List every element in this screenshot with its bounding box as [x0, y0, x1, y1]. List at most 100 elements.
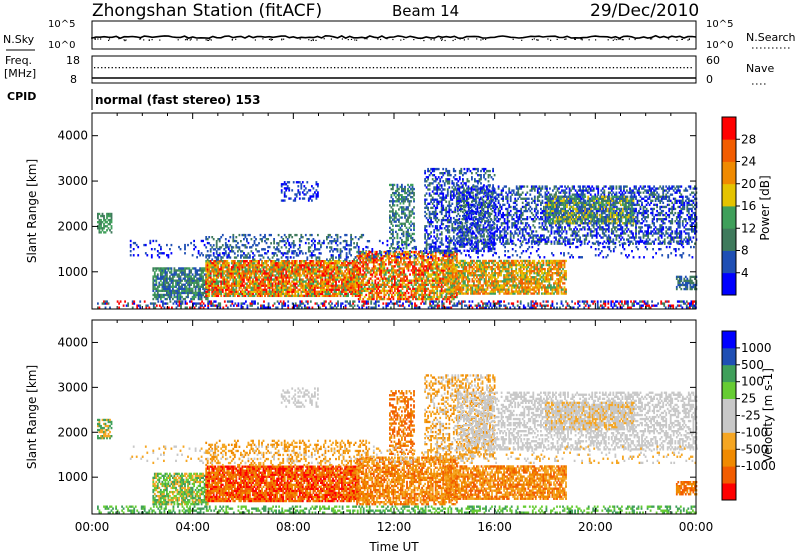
- heatmap-cell: [437, 275, 440, 278]
- heatmap-cell: [306, 256, 309, 259]
- heatmap-cell: [227, 262, 230, 265]
- heatmap-cell: [339, 252, 342, 255]
- heatmap-cell: [405, 236, 408, 240]
- heatmap-cell: [345, 264, 348, 267]
- heatmap-cell: [339, 248, 342, 251]
- heatmap-cell: [238, 264, 241, 267]
- heatmap-cell: [574, 302, 577, 305]
- heatmap-cell: [533, 304, 536, 307]
- heatmap-cell: [406, 300, 409, 303]
- heatmap-cell: [400, 295, 402, 299]
- heatmap-cell: [309, 282, 312, 285]
- heatmap-cell: [295, 276, 298, 279]
- heatmap-cell: [243, 264, 245, 267]
- heatmap-cell: [237, 260, 239, 263]
- heatmap-cell: [181, 267, 183, 270]
- heatmap-cell: [341, 284, 343, 287]
- cpid-label: CPID: [7, 90, 36, 103]
- heatmap-cell: [246, 304, 249, 307]
- nave-point: [517, 67, 519, 69]
- heatmap-cell: [351, 262, 354, 265]
- heatmap-cell: [365, 287, 368, 291]
- heatmap-cell: [422, 289, 425, 293]
- heatmap-cell: [246, 238, 248, 241]
- nave-point: [217, 67, 219, 69]
- heatmap-cell: [194, 295, 197, 299]
- heatmap-cell: [415, 277, 417, 280]
- heatmap-cell: [153, 293, 156, 297]
- heatmap-cell: [398, 289, 401, 293]
- heatmap-cell: [291, 260, 294, 263]
- heatmap-cell: [428, 174, 431, 177]
- heatmap-cell: [261, 240, 263, 243]
- heatmap-cell: [202, 291, 205, 295]
- heatmap-cell: [628, 306, 631, 309]
- nave-point: [686, 67, 689, 69]
- heatmap-cell: [289, 290, 292, 293]
- heatmap-cell: [427, 271, 430, 274]
- heatmap-cell: [223, 264, 226, 267]
- heatmap-cell: [175, 279, 177, 282]
- heatmap-cell: [399, 300, 401, 303]
- heatmap-cell: [229, 274, 232, 277]
- heatmap-cell: [277, 260, 280, 263]
- heatmap-cell: [202, 269, 205, 272]
- heatmap-cell: [345, 288, 348, 291]
- heatmap-cell: [279, 274, 282, 277]
- heatmap-cell: [279, 276, 282, 279]
- heatmap-cell: [182, 287, 185, 291]
- heatmap-cell: [445, 255, 448, 258]
- heatmap-cell: [206, 286, 209, 289]
- heatmap-cell: [430, 285, 433, 288]
- heatmap-cell: [202, 287, 205, 291]
- heatmap-cell: [320, 288, 322, 291]
- heatmap-cell: [295, 264, 298, 267]
- heatmap-cell: [116, 300, 119, 303]
- heatmap-cell: [391, 265, 393, 268]
- heatmap-cell: [314, 302, 317, 305]
- heatmap-cell: [252, 258, 254, 261]
- heatmap-cell: [381, 265, 384, 268]
- heatmap-cell: [184, 279, 186, 282]
- heatmap-cell: [360, 285, 363, 288]
- heatmap-cell: [300, 290, 303, 293]
- heatmap-cell: [240, 250, 242, 253]
- heatmap-cell: [427, 221, 430, 224]
- heatmap-cell: [407, 261, 410, 264]
- heatmap-cell: [295, 274, 298, 277]
- nave-point: [464, 67, 466, 69]
- heatmap-cell: [407, 232, 409, 236]
- heatmap-cell: [208, 280, 211, 283]
- heatmap-cell: [342, 246, 345, 249]
- nave-point: [446, 67, 449, 69]
- heatmap-cell: [190, 297, 193, 301]
- heatmap-cell: [388, 259, 390, 262]
- nsearch-point: [123, 39, 125, 41]
- heatmap-cell: [419, 267, 422, 270]
- heatmap-cell: [283, 284, 286, 287]
- heatmap-cell: [210, 302, 213, 305]
- heatmap-cell: [339, 276, 342, 279]
- nsearch-point: [268, 38, 271, 40]
- heatmap-cell: [406, 279, 408, 282]
- nave-point: [521, 67, 523, 69]
- heatmap-cell: [431, 253, 434, 256]
- heatmap-cell: [411, 210, 414, 213]
- heatmap-cell: [420, 302, 423, 305]
- nsky-panel: N.Sky 10^5 10^0 10^5 10^0 N.Search: [3, 19, 796, 51]
- heatmap-cell: [243, 244, 245, 247]
- heatmap-cell: [347, 266, 350, 269]
- heatmap-cell: [392, 295, 395, 299]
- heatmap-cell: [285, 282, 288, 285]
- heatmap-cell: [193, 281, 196, 284]
- heatmap-cell: [354, 236, 357, 239]
- heatmap-cell: [415, 267, 417, 270]
- heatmap-cell: [169, 279, 171, 282]
- heatmap-cell: [363, 285, 366, 288]
- heatmap-cell: [237, 262, 239, 265]
- heatmap-cell: [368, 281, 371, 284]
- heatmap-cell: [253, 274, 256, 277]
- heatmap-cell: [405, 238, 408, 242]
- heatmap-cell: [324, 280, 327, 283]
- heatmap-cell: [244, 256, 247, 259]
